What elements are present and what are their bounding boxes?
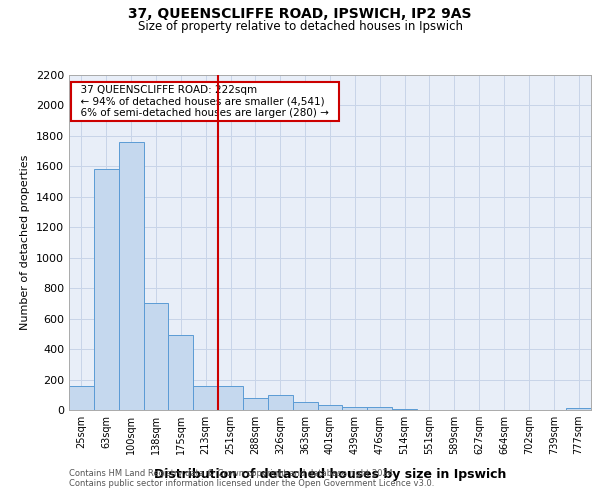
Bar bbox=[392, 409, 417, 410]
Bar bbox=[94, 170, 119, 410]
Text: 37 QUEENSCLIFFE ROAD: 222sqm  
  ← 94% of detached houses are smaller (4,541)  
: 37 QUEENSCLIFFE ROAD: 222sqm ← 94% of de… bbox=[74, 85, 335, 118]
Bar bbox=[218, 386, 243, 410]
Text: 37, QUEENSCLIFFE ROAD, IPSWICH, IP2 9AS: 37, QUEENSCLIFFE ROAD, IPSWICH, IP2 9AS bbox=[128, 8, 472, 22]
Bar bbox=[343, 407, 367, 410]
Bar bbox=[193, 386, 218, 410]
Bar bbox=[367, 408, 392, 410]
Bar bbox=[317, 406, 343, 410]
Bar bbox=[293, 402, 317, 410]
Text: Contains public sector information licensed under the Open Government Licence v3: Contains public sector information licen… bbox=[69, 478, 434, 488]
X-axis label: Distribution of detached houses by size in Ipswich: Distribution of detached houses by size … bbox=[154, 468, 506, 481]
Bar bbox=[143, 304, 169, 410]
Bar bbox=[566, 408, 591, 410]
Bar bbox=[243, 398, 268, 410]
Bar bbox=[69, 386, 94, 410]
Y-axis label: Number of detached properties: Number of detached properties bbox=[20, 155, 31, 330]
Text: Size of property relative to detached houses in Ipswich: Size of property relative to detached ho… bbox=[137, 20, 463, 33]
Bar bbox=[268, 395, 293, 410]
Bar bbox=[119, 142, 143, 410]
Text: Contains HM Land Registry data © Crown copyright and database right 2024.: Contains HM Land Registry data © Crown c… bbox=[69, 468, 395, 477]
Bar bbox=[169, 336, 193, 410]
